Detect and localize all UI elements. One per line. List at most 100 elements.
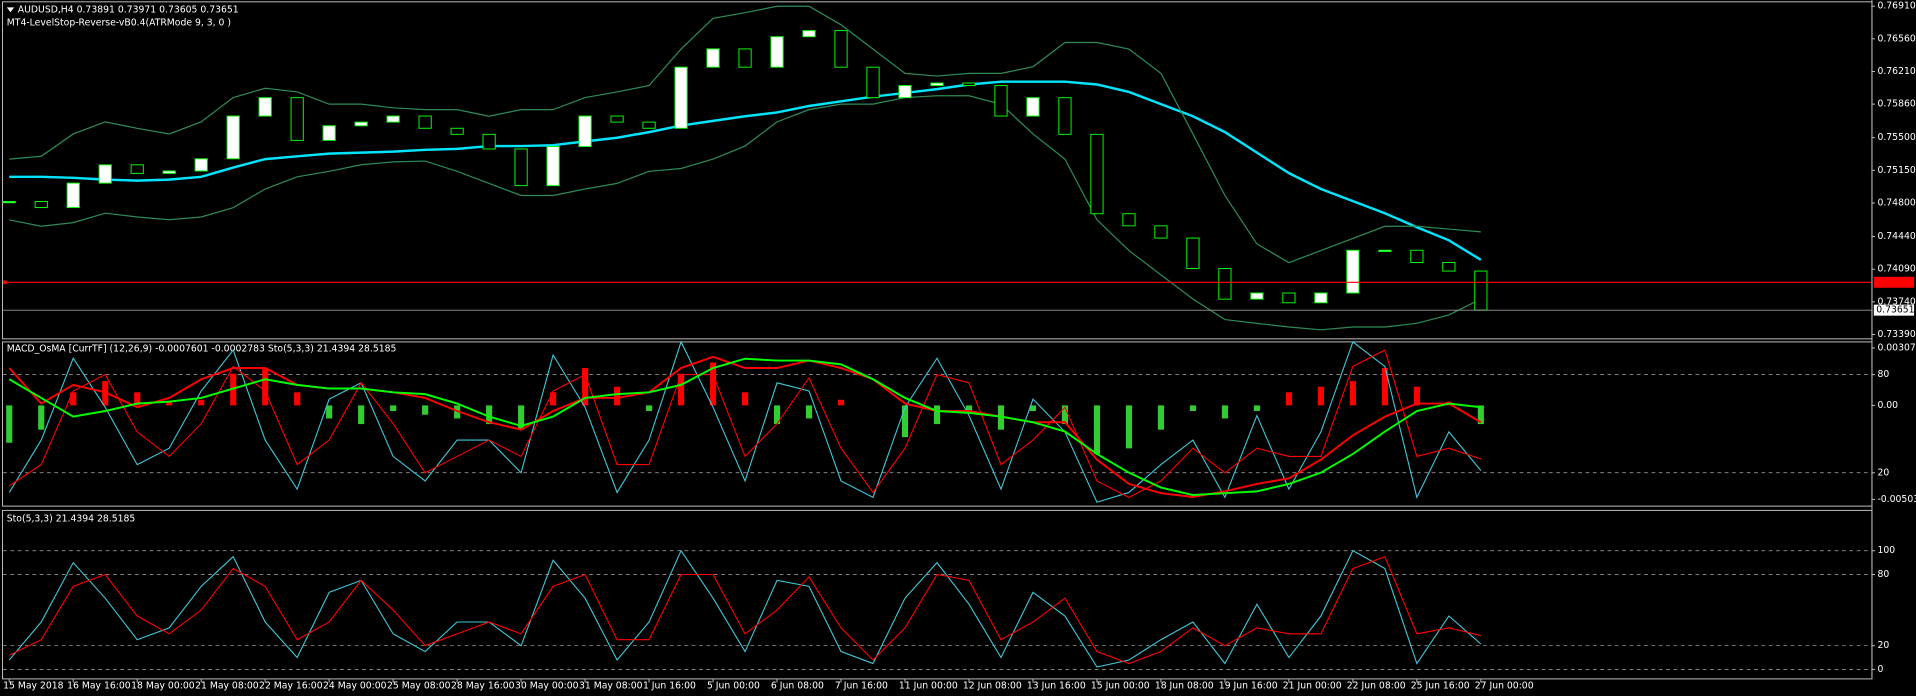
y-tick-label: -0.005031: [1877, 494, 1916, 505]
candle: [386, 115, 400, 123]
candle: [1378, 249, 1392, 252]
y-tick-label: 0.76910: [1877, 1, 1915, 12]
osma-bar: [678, 373, 685, 406]
x-tick-label: 24 May 00:00: [323, 681, 387, 692]
y-tick-label: 0.003074: [1877, 342, 1916, 353]
candle: [1186, 237, 1200, 270]
overlay-line: [9, 5, 1481, 264]
macd-line: [8, 355, 1482, 498]
y-tick-label: 0.75500: [1877, 132, 1915, 143]
osma-bar: [358, 405, 365, 425]
candle: [738, 48, 752, 68]
y-tick-label: 20: [1877, 640, 1889, 651]
x-tick-label: 16 May 16:00: [67, 681, 131, 692]
osma-bar: [38, 405, 45, 430]
candle: [1122, 213, 1136, 227]
candle: [450, 127, 464, 135]
candle: [514, 148, 528, 187]
candle: [642, 121, 656, 129]
candle: [1442, 262, 1456, 272]
macd-line: [8, 357, 1481, 496]
y-tick-label: 0.75860: [1877, 99, 1915, 110]
macd-title: MACD_OsMA [CurrTF] (12,26,9) -0.0007601 …: [7, 344, 397, 355]
osma-bar: [1317, 386, 1324, 406]
osma-bar: [486, 405, 493, 425]
last-price-box: [1873, 304, 1915, 316]
x-tick-label: 1 Jun 16:00: [643, 681, 696, 692]
y-tick-label: 100: [1877, 545, 1895, 556]
candle: [994, 85, 1008, 117]
x-tick-label: 25 Jun 16:00: [1411, 681, 1470, 692]
candle: [258, 97, 272, 117]
osma-bar: [646, 405, 653, 412]
osma-bar: [773, 405, 781, 425]
candle: [962, 82, 976, 87]
osma-bar: [518, 405, 525, 430]
overlay-line: [9, 95, 1482, 331]
candle: [546, 146, 560, 187]
x-tick-label: 19 Jun 16:00: [1219, 681, 1278, 692]
y-tick-label: 0.73390: [1877, 329, 1915, 340]
x-tick-label: 21 Jun 00:00: [1283, 681, 1342, 692]
x-tick-label: 18 May 00:00: [131, 681, 195, 692]
x-tick-label: 6 Jun 08:00: [771, 681, 824, 692]
stoch-overlay-line: [8, 340, 1482, 503]
osma-bar: [1285, 392, 1292, 406]
y-tick-label: 0.74800: [1877, 197, 1915, 208]
osma-bar: [933, 405, 941, 425]
x-tick-label: 18 Jun 08:00: [1155, 681, 1214, 692]
x-tick-label: 28 May 16:00: [451, 681, 515, 692]
x-tick-label: 7 Jun 16:00: [835, 681, 888, 692]
candle: [2, 201, 16, 204]
osma-bar: [70, 392, 77, 406]
candle: [290, 97, 304, 141]
x-tick-label: 25 May 08:00: [387, 681, 451, 692]
candle: [1090, 133, 1104, 215]
x-tick-label: 21 May 08:00: [195, 681, 259, 692]
x-tick-label: 22 Jun 08:00: [1347, 681, 1406, 692]
candle: [1346, 249, 1360, 294]
candle: [1474, 270, 1488, 311]
x-tick-label: 30 May 00:00: [515, 681, 579, 692]
y-tick-label: 80: [1877, 369, 1889, 380]
osma-bar: [741, 392, 749, 406]
candle: [578, 115, 592, 148]
y-tick-label: 0.74440: [1877, 231, 1915, 242]
candle: [898, 85, 912, 99]
stoch-title: Sto(5,3,3) 21.4394 28.5185: [7, 513, 136, 524]
osma-bar: [1381, 368, 1388, 406]
osma-bar: [326, 405, 333, 419]
candle: [226, 115, 240, 160]
candle: [770, 36, 784, 68]
menu-arrow[interactable]: [6, 7, 15, 13]
x-tick-label: 15 May 2018: [3, 681, 64, 692]
stoch-line: [9, 555, 1481, 665]
level-box: [1873, 276, 1915, 288]
candle: [1058, 97, 1072, 135]
osma-bar: [134, 392, 141, 406]
last-price-label: 0.73651: [1876, 305, 1914, 316]
y-tick-label: 0.76210: [1877, 66, 1915, 77]
osma-bar: [837, 399, 845, 406]
y-tick-label: 0.75150: [1877, 165, 1915, 176]
y-tick-label: 0.74090: [1877, 264, 1915, 275]
osma-bar: [614, 386, 621, 406]
x-tick-label: 31 May 08:00: [579, 681, 643, 692]
candle: [1282, 292, 1296, 304]
osma-bar: [901, 405, 909, 438]
candle: [674, 66, 688, 129]
osma-bar: [1029, 405, 1037, 412]
osma-bar: [710, 362, 717, 406]
x-tick-label: 15 Jun 00:00: [1091, 681, 1150, 692]
x-tick-label: 11 Jun 00:00: [899, 681, 958, 692]
candle: [866, 66, 880, 99]
candle: [802, 30, 816, 38]
osma-bar: [198, 399, 205, 406]
osma-bar: [390, 405, 397, 412]
candle: [1250, 292, 1264, 300]
candle: [194, 158, 208, 172]
candle: [706, 48, 720, 68]
osma-bar: [1477, 405, 1484, 425]
